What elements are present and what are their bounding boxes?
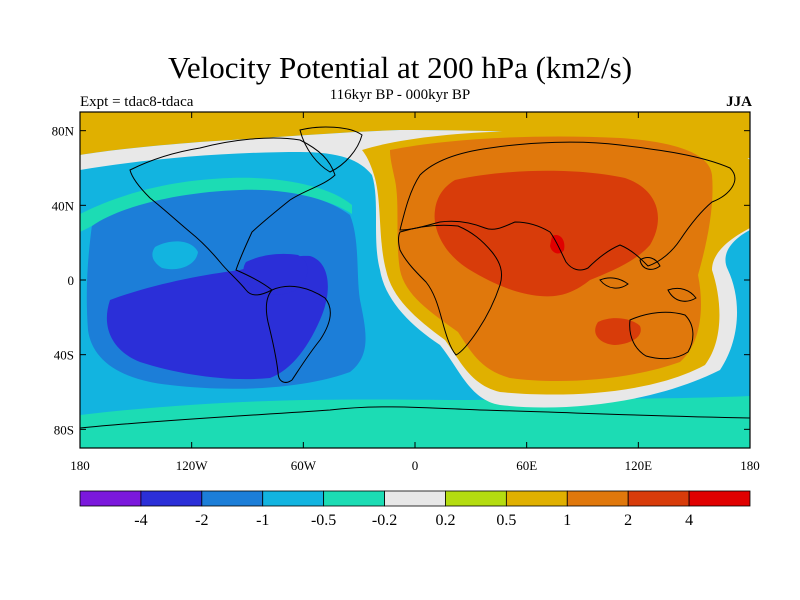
island-outline [667,287,697,302]
field-pacific-cyan [152,241,198,270]
antarctica-outline [80,406,750,429]
lon-tick-label: 120W [176,458,209,473]
field-arctic-positive [80,112,750,159]
season-label: JJA [726,94,752,110]
eurasia-outline [399,141,736,271]
lat-tick-label: 40S [54,348,74,363]
colorbar-swatch [445,490,507,507]
colorbar-swatch [505,490,568,507]
field-positive-core [434,170,658,297]
figure-title: Velocity Potential at 200 hPa (km2/s) [167,50,633,85]
colorbar-swatch [384,490,446,507]
colorbar: -4 -2 -1 -0.5 -0.2 0.2 0.5 1 2 4 [79,490,751,529]
colorbar-label: -4 [134,512,147,529]
colorbar-label: -0.5 [311,512,336,529]
field-negative-tropical [243,253,308,295]
colorbar-label: 1 [563,512,571,529]
lon-tick-label: 180 [740,458,760,473]
lat-tick-label: 0 [68,273,75,288]
colorbar-swatch [140,490,203,507]
lon-tick-label: 60W [291,458,317,473]
lon-tick-label: 60E [516,458,537,473]
colorbar-swatch [688,490,751,507]
lat-tick-label: 40N [52,198,75,213]
colorbar-label: 2 [624,512,632,529]
island-outline [599,277,629,289]
field-southern-band [80,396,750,448]
colorbar-swatch [627,490,690,507]
south-america-outline [265,285,331,383]
colorbar-swatch [566,490,629,507]
lon-tick-label: 120E [625,458,653,473]
lon-tick-label: 0 [412,458,419,473]
experiment-label: Expt = tdac8-tdaca [80,94,194,110]
colorbar-swatch [79,490,142,507]
island-outline [639,257,661,270]
colorbar-swatch [201,490,264,507]
colorbar-label: 0.2 [435,512,455,529]
north-america-outline [129,137,336,296]
coastlines [80,126,750,429]
colorbar-swatch [323,490,385,507]
lon-tick-label: 180 [70,458,90,473]
colorbar-label: -1 [256,512,269,529]
greenland-outline [299,126,363,173]
colorbar-label: -0.2 [372,512,397,529]
lat-tick-label: 80S [54,422,74,437]
map-field [80,112,750,448]
colorbar-swatch [262,490,325,507]
colorbar-label: 0.5 [496,512,516,529]
colorbar-label: 4 [685,512,693,529]
axis-ticks: 80N 40N 0 40S 80S 180 120W 60W 0 60E 120E 180 [52,112,760,473]
africa-outline [398,224,503,356]
lat-tick-label: 80N [52,124,75,139]
australia-outline [629,311,694,360]
field-negative-green [80,177,352,232]
colorbar-label: -2 [195,512,208,529]
figure-subtitle: 116kyr BP - 000kyr BP [329,87,471,103]
